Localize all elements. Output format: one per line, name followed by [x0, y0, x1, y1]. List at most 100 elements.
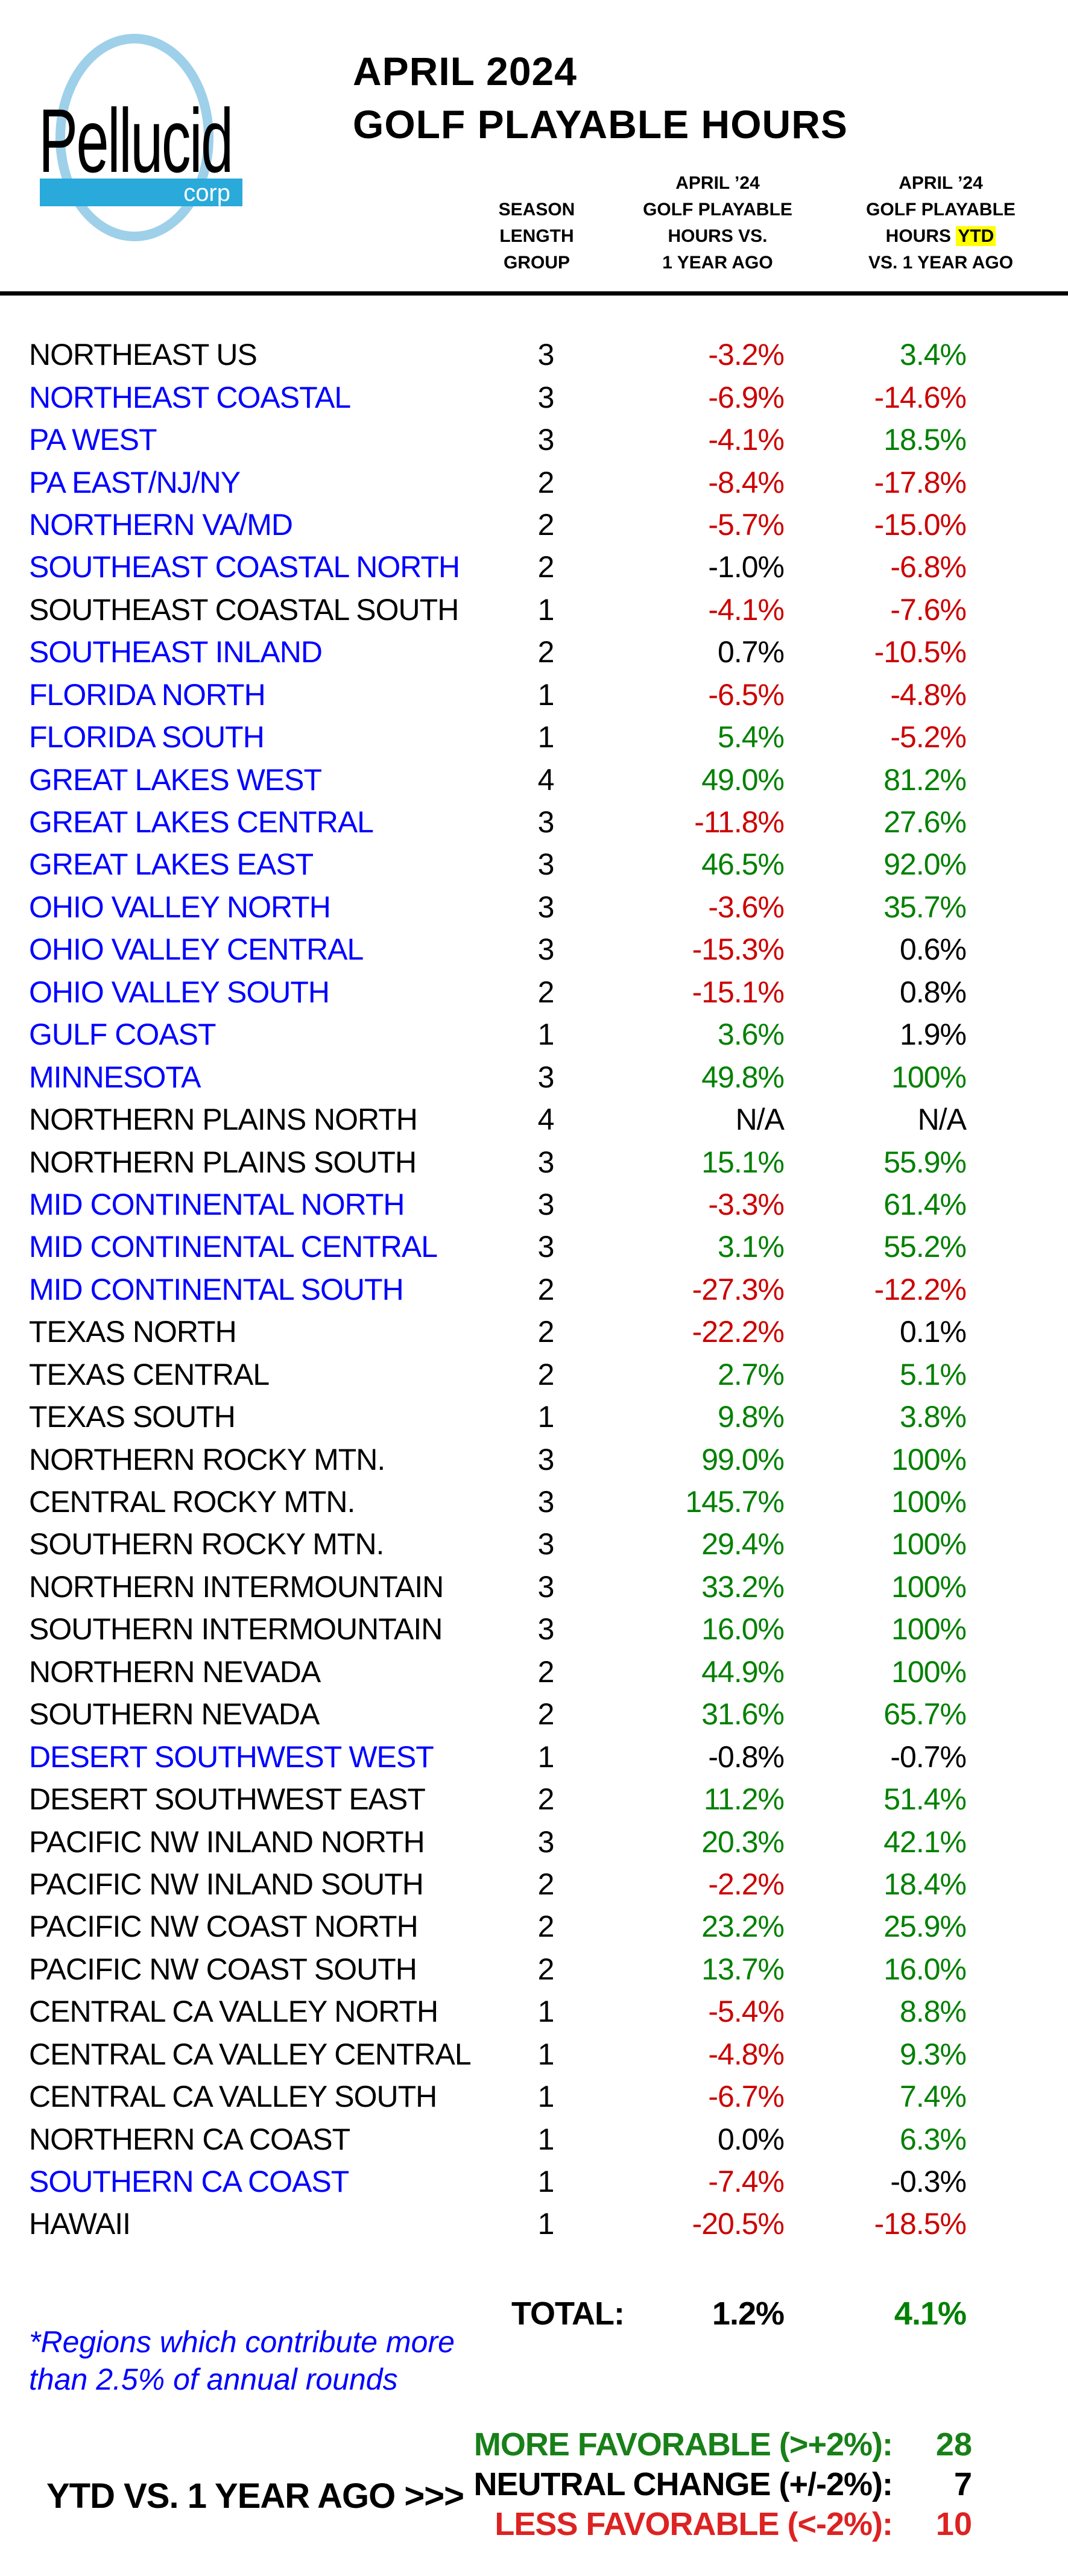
season-group-cell: 1 [537, 592, 555, 627]
table-row: PACIFIC NW COAST NORTH 2 23.2% 25.9% [0, 1905, 1068, 1948]
pellucid-logo-bar: corp [40, 179, 242, 206]
season-group-cell: 2 [537, 1357, 555, 1391]
table-row: HAWAII 1 -20.5% -18.5% [0, 2203, 1068, 2245]
ytd-value-cell: -0.7% [890, 1739, 967, 1774]
mtd-value-cell: -4.1% [708, 592, 785, 627]
table-row: NORTHERN NEVADA 2 44.9% 100% [0, 1651, 1068, 1693]
mtd-value-cell: -6.5% [708, 677, 785, 712]
region-name-cell: OHIO VALLEY NORTH [29, 890, 331, 924]
ytd-value-cell: -15.0% [874, 507, 967, 542]
region-name-cell: MID CONTINENTAL NORTH [29, 1187, 405, 1221]
mtd-header-line1: APRIL ’24 [675, 173, 760, 193]
region-name-cell: CENTRAL CA VALLEY NORTH [29, 1995, 438, 2029]
region-name-cell: SOUTHERN ROCKY MTN. [29, 1527, 384, 1562]
table-row: NORTHERN ROCKY MTN. 3 99.0% 100% [0, 1438, 1068, 1480]
region-name-cell: GREAT LAKES WEST [29, 762, 322, 797]
mtd-value-cell: -1.0% [708, 550, 785, 584]
summary-stat-value: 7 [953, 2466, 972, 2502]
mtd-value-cell: -20.5% [692, 2207, 785, 2241]
ytd-value-cell: 3.4% [900, 338, 967, 372]
table-row: PACIFIC NW INLAND SOUTH 2 -2.2% 18.4% [0, 1863, 1068, 1905]
season-group-cell: 1 [537, 720, 555, 755]
table-row: PA EAST/NJ/NY 2 -8.4% -17.8% [0, 461, 1068, 503]
season-group-cell: 2 [537, 1315, 555, 1349]
ytd-value-cell: 100% [891, 1485, 967, 1519]
table-row: PACIFIC NW COAST SOUTH 2 13.7% 16.0% [0, 1948, 1068, 1990]
mtd-value-cell: -3.3% [708, 1187, 785, 1221]
summary-stat-line: LESS FAVORABLE (<-2%): 10 [0, 2505, 1068, 2545]
table-row: CENTRAL CA VALLEY SOUTH 1 -6.7% 7.4% [0, 2075, 1068, 2118]
mtd-value-cell: -8.4% [708, 465, 785, 499]
region-name-cell: NORTHERN NEVADA [29, 1654, 321, 1689]
mtd-value-cell: -15.3% [692, 932, 785, 967]
ytd-value-cell: -18.5% [874, 2207, 967, 2241]
mtd-value-cell: 13.7% [701, 1952, 785, 1986]
region-name-cell: MINNESOTA [29, 1060, 201, 1094]
mtd-value-cell: 9.8% [718, 1400, 785, 1434]
table-row: SOUTHERN ROCKY MTN. 3 29.4% 100% [0, 1523, 1068, 1565]
mtd-header-line4: 1 YEAR AGO [662, 253, 773, 273]
mtd-value-cell: -5.4% [708, 1995, 785, 2029]
ytd-value-cell: -17.8% [874, 465, 967, 499]
mtd-value-cell: 11.2% [703, 1782, 785, 1817]
season-group-cell: 3 [537, 338, 555, 372]
season-group-cell: 2 [537, 1910, 555, 1944]
mtd-value-cell: 0.0% [718, 2122, 785, 2156]
region-name-cell: NORTHERN CA COAST [29, 2122, 350, 2156]
table-row: NORTHERN CA COAST 1 0.0% 6.3% [0, 2118, 1068, 2160]
ytd-value-cell: -4.8% [890, 677, 967, 712]
region-name-cell: SOUTHERN INTERMOUNTAIN [29, 1612, 443, 1647]
season-group-cell: 1 [537, 1400, 555, 1434]
season-group-cell: 3 [537, 805, 555, 840]
season-group-cell: 1 [537, 1739, 555, 1774]
table-row: GREAT LAKES EAST 3 46.5% 92.0% [0, 843, 1068, 885]
ytd-value-cell: 8.8% [900, 1995, 967, 2029]
mtd-value-cell: 3.1% [718, 1230, 785, 1264]
region-name-cell: NORTHERN INTERMOUNTAIN [29, 1569, 444, 1604]
ytd-value-cell: 61.4% [883, 1187, 967, 1221]
ytd-column-header: APRIL ’24 GOLF PLAYABLE HOURS YTD VS. 1 … [844, 170, 1037, 276]
table-row: MID CONTINENTAL CENTRAL 3 3.1% 55.2% [0, 1226, 1068, 1268]
season-group-cell: 1 [537, 1017, 555, 1052]
ytd-value-cell: 6.3% [900, 2122, 967, 2156]
summary-stat-value: 10 [935, 2506, 972, 2542]
region-name-cell: CENTRAL CA VALLEY SOUTH [29, 2080, 437, 2114]
region-name-cell: GREAT LAKES EAST [29, 847, 314, 882]
season-group-cell: 2 [537, 550, 555, 584]
region-name-cell: SOUTHERN NEVADA [29, 1697, 320, 1732]
ytd-value-cell: 16.0% [883, 1952, 967, 1986]
ytd-value-cell: 3.8% [900, 1400, 967, 1434]
ytd-value-cell: 27.6% [883, 805, 967, 840]
season-group-cell: 4 [537, 1103, 555, 1137]
region-name-cell: PACIFIC NW COAST NORTH [29, 1910, 419, 1944]
mtd-value-cell: N/A [735, 1103, 785, 1137]
season-group-cell: 4 [537, 762, 555, 797]
footnote-line1: *Regions which contribute more [29, 2325, 455, 2359]
mtd-value-cell: -3.2% [708, 338, 785, 372]
ytd-header-hours-label: HOURS [885, 226, 951, 246]
ytd-value-cell: 25.9% [883, 1910, 967, 1944]
table-row: SOUTHEAST COASTAL NORTH 2 -1.0% -6.8% [0, 546, 1068, 588]
ytd-value-cell: 100% [891, 1442, 967, 1476]
region-name-cell: HAWAII [29, 2207, 131, 2241]
ytd-value-cell: 55.2% [883, 1230, 967, 1264]
table-row: SOUTHERN NEVADA 2 31.6% 65.7% [0, 1693, 1068, 1735]
region-name-cell: NORTHEAST US [29, 338, 258, 372]
season-group-cell: 3 [537, 1187, 555, 1221]
table-row: MID CONTINENTAL SOUTH 2 -27.3% -12.2% [0, 1268, 1068, 1311]
table-row: CENTRAL CA VALLEY NORTH 1 -5.4% 8.8% [0, 1990, 1068, 2033]
table-row: SOUTHERN INTERMOUNTAIN 3 16.0% 100% [0, 1608, 1068, 1650]
season-group-cell: 2 [537, 507, 555, 542]
ytd-value-cell: 100% [891, 1527, 967, 1562]
season-group-cell: 1 [537, 2037, 555, 2071]
region-name-cell: PACIFIC NW COAST SOUTH [29, 1952, 417, 1986]
region-name-cell: OHIO VALLEY SOUTH [29, 975, 330, 1009]
mtd-value-cell: 0.7% [718, 635, 785, 669]
table-row: MID CONTINENTAL NORTH 3 -3.3% 61.4% [0, 1183, 1068, 1226]
mtd-value-cell: -6.9% [708, 380, 785, 414]
ytd-header-line4: VS. 1 YEAR AGO [868, 253, 1014, 273]
summary-stats: MORE FAVORABLE (>+2%): 28 NEUTRAL CHANGE (… [0, 2426, 1068, 2545]
ytd-value-cell: 42.1% [883, 1824, 967, 1859]
season-group-cell: 1 [537, 1995, 555, 2029]
ytd-value-cell: 51.4% [883, 1782, 967, 1817]
